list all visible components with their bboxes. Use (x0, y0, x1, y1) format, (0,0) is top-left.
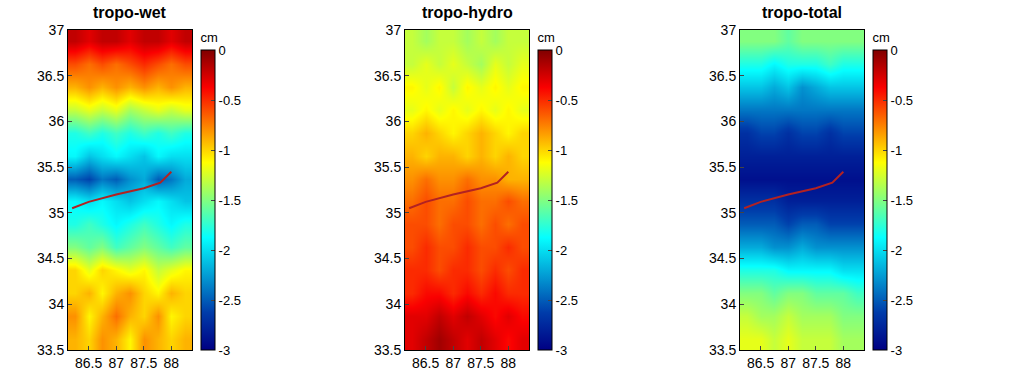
svg-text:-0.5: -0.5 (891, 93, 913, 108)
svg-text:37: 37 (386, 22, 402, 38)
svg-text:-2: -2 (219, 243, 231, 258)
svg-text:88: 88 (501, 355, 517, 371)
svg-text:34.5: 34.5 (374, 250, 401, 266)
svg-text:cm: cm (873, 30, 890, 45)
svg-text:33.5: 33.5 (37, 342, 64, 358)
svg-text:37: 37 (49, 22, 65, 38)
svg-text:36: 36 (386, 113, 402, 129)
svg-text:87: 87 (445, 355, 461, 371)
svg-text:87: 87 (780, 355, 796, 371)
svg-text:-3: -3 (556, 343, 568, 358)
svg-text:87: 87 (108, 355, 124, 371)
svg-text:-2.5: -2.5 (556, 293, 578, 308)
svg-text:cm: cm (201, 30, 218, 45)
svg-text:33.5: 33.5 (709, 342, 736, 358)
svg-text:tropo-wet: tropo-wet (93, 4, 167, 21)
svg-text:33.5: 33.5 (374, 342, 401, 358)
svg-text:35: 35 (49, 205, 65, 221)
svg-text:-1: -1 (556, 143, 568, 158)
svg-text:36.5: 36.5 (37, 68, 64, 84)
svg-text:88: 88 (164, 355, 180, 371)
svg-text:-1: -1 (891, 143, 903, 158)
svg-text:35: 35 (721, 205, 737, 221)
svg-text:35.5: 35.5 (709, 159, 736, 175)
svg-text:36: 36 (49, 113, 65, 129)
svg-text:35.5: 35.5 (37, 159, 64, 175)
svg-text:-3: -3 (891, 343, 903, 358)
svg-text:36: 36 (721, 113, 737, 129)
svg-text:0: 0 (891, 43, 898, 58)
svg-text:tropo-total: tropo-total (762, 4, 842, 21)
svg-text:-1: -1 (219, 143, 231, 158)
svg-text:35.5: 35.5 (374, 159, 401, 175)
svg-text:-2: -2 (556, 243, 568, 258)
svg-text:-1.5: -1.5 (219, 193, 241, 208)
svg-text:36.5: 36.5 (709, 68, 736, 84)
svg-text:34.5: 34.5 (37, 250, 64, 266)
svg-text:36.5: 36.5 (374, 68, 401, 84)
svg-text:37: 37 (721, 22, 737, 38)
svg-text:-2.5: -2.5 (891, 293, 913, 308)
svg-text:86.5: 86.5 (412, 355, 439, 371)
svg-text:-2.5: -2.5 (219, 293, 241, 308)
svg-text:0: 0 (556, 43, 563, 58)
svg-text:34: 34 (721, 296, 737, 312)
svg-text:-2: -2 (891, 243, 903, 258)
svg-text:0: 0 (219, 43, 226, 58)
svg-text:-1.5: -1.5 (556, 193, 578, 208)
svg-text:35: 35 (386, 205, 402, 221)
svg-text:34.5: 34.5 (709, 250, 736, 266)
svg-text:34: 34 (49, 296, 65, 312)
svg-text:-3: -3 (219, 343, 231, 358)
svg-text:86.5: 86.5 (747, 355, 774, 371)
svg-text:cm: cm (538, 30, 555, 45)
svg-text:-0.5: -0.5 (219, 93, 241, 108)
svg-text:tropo-hydro: tropo-hydro (422, 4, 513, 21)
svg-text:88: 88 (836, 355, 852, 371)
svg-text:-1.5: -1.5 (891, 193, 913, 208)
svg-text:87.5: 87.5 (467, 355, 494, 371)
svg-text:-0.5: -0.5 (556, 93, 578, 108)
svg-text:87.5: 87.5 (130, 355, 157, 371)
svg-text:86.5: 86.5 (75, 355, 102, 371)
svg-text:87.5: 87.5 (802, 355, 829, 371)
svg-text:34: 34 (386, 296, 402, 312)
